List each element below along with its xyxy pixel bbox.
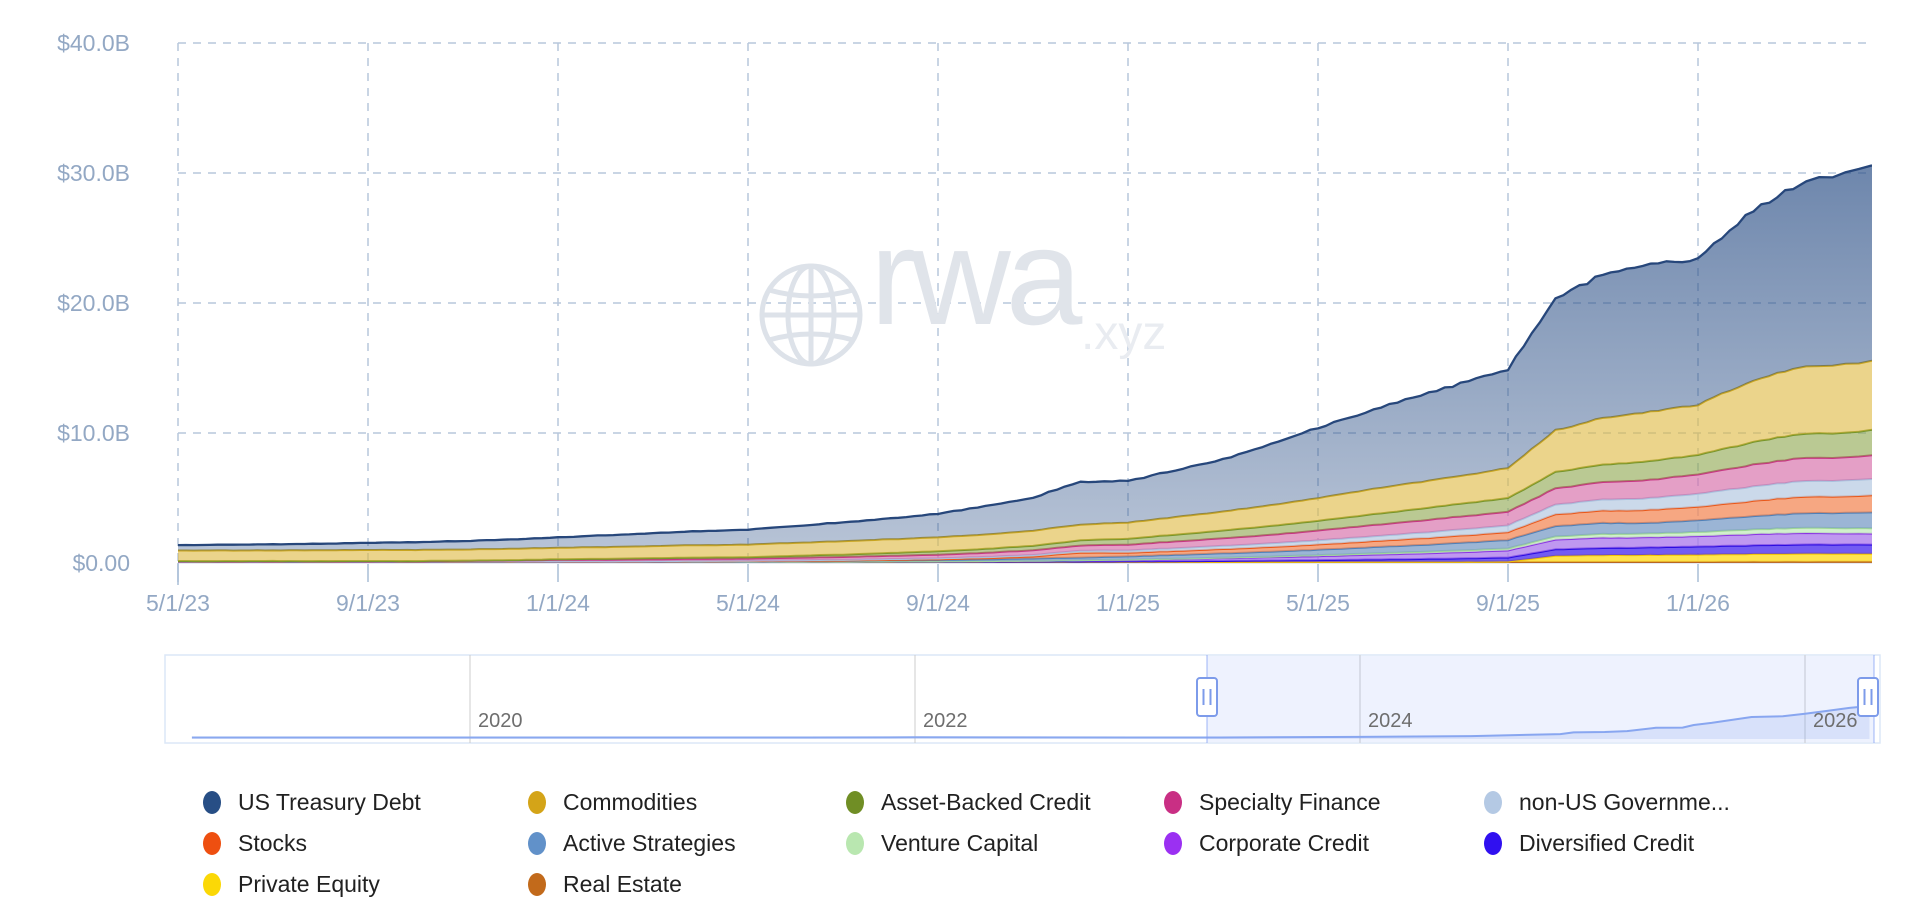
x-axis-label: 9/1/23 [336,590,400,616]
x-axis-label: 1/1/25 [1096,590,1160,616]
navigator-series-line [191,705,1870,739]
legend-label: Diversified Credit [1519,829,1695,856]
series-areas [178,164,1872,563]
area-series-corporate-credit [178,533,1872,562]
area-series-us-treasury-debt [178,165,1872,551]
legend-label: Stocks [238,829,308,856]
legend-item-us-treasury-debt[interactable]: US Treasury Debt [203,789,421,815]
legend-marker [528,790,546,814]
area-series-specialty-finance [178,455,1872,562]
x-axis-ticks [177,563,1699,585]
navigator-series-area [191,706,1870,739]
x-axis-label: 1/1/26 [1666,590,1730,616]
legend-item-commodities[interactable]: Commodities [528,789,697,815]
area-series-commodities [178,360,1872,562]
legend-label: Corporate Credit [1199,829,1370,856]
navigator-year-label: 2020 [478,710,523,732]
x-axis-label: 9/1/25 [1476,590,1540,616]
legend-label: Private Equity [238,870,380,897]
x-axis-label: 5/1/24 [716,590,780,616]
navigator-year-label: 2024 [1368,710,1413,732]
legend-marker [1164,831,1182,855]
legend-label: Venture Capital [881,829,1039,856]
y-axis-label: $0.00 [72,550,130,576]
x-axis-label: 1/1/24 [526,590,590,616]
navigator [164,654,1881,744]
legend-item-active-strategies[interactable]: Active Strategies [528,830,736,856]
y-axis-label: $40.0B [57,30,130,56]
legend-item-non-us-governme[interactable]: non-US Governme... [1484,789,1730,815]
legend-marker [846,831,864,855]
x-axis-label: 9/1/24 [906,590,970,616]
legend-item-real-estate[interactable]: Real Estate [528,871,682,897]
legend-label: Asset-Backed Credit [881,788,1091,815]
legend-label: Specialty Finance [1199,788,1381,815]
legend-item-corporate-credit[interactable]: Corporate Credit [1164,830,1369,856]
area-series-stocks [178,495,1872,562]
line-series-us-treasury-debt [178,164,1872,547]
legend-marker [846,790,864,814]
legend-label: Commodities [563,788,698,815]
area-series-non-us-government-debt [178,479,1872,562]
area-series-active-strategies [178,512,1872,562]
navigator-selected-range[interactable] [1207,656,1874,742]
legend-marker [1484,790,1502,814]
legend-marker [203,790,221,814]
legend-marker [203,831,221,855]
legend-marker [1484,831,1502,855]
legend-item-venture-capital[interactable]: Venture Capital [846,830,1038,856]
legend-item-specialty-finance[interactable]: Specialty Finance [1164,789,1381,815]
x-axis-label: 5/1/23 [146,590,210,616]
navigator-year-label: 2026 [1813,710,1858,732]
navigator-left-handle[interactable] [1196,677,1218,717]
legend-item-diversified-credit[interactable]: Diversified Credit [1484,830,1694,856]
navigator-track[interactable] [164,654,1881,744]
legend-marker [1164,790,1182,814]
area-series-asset-backed-credit [178,429,1872,562]
y-axis-label: $20.0B [57,290,130,316]
y-axis-label: $30.0B [57,160,130,186]
navigator-year-label: 2022 [923,710,968,732]
legend-label: Active Strategies [563,829,736,856]
legend-marker [203,872,221,896]
legend-marker [528,872,546,896]
area-series-private-equity [178,553,1872,562]
legend-item-asset-backed-credit[interactable]: Asset-Backed Credit [846,789,1091,815]
legend-label: non-US Governme... [1519,788,1730,815]
legend-item-stocks[interactable]: Stocks [203,830,307,856]
x-axis-label: 5/1/25 [1286,590,1350,616]
legend-label: Real Estate [563,870,682,897]
y-axis-label: $10.0B [57,420,130,446]
navigator-right-handle[interactable] [1857,677,1879,717]
legend-label: US Treasury Debt [238,788,421,815]
legend-marker [528,831,546,855]
legend-item-private-equity[interactable]: Private Equity [203,871,380,897]
